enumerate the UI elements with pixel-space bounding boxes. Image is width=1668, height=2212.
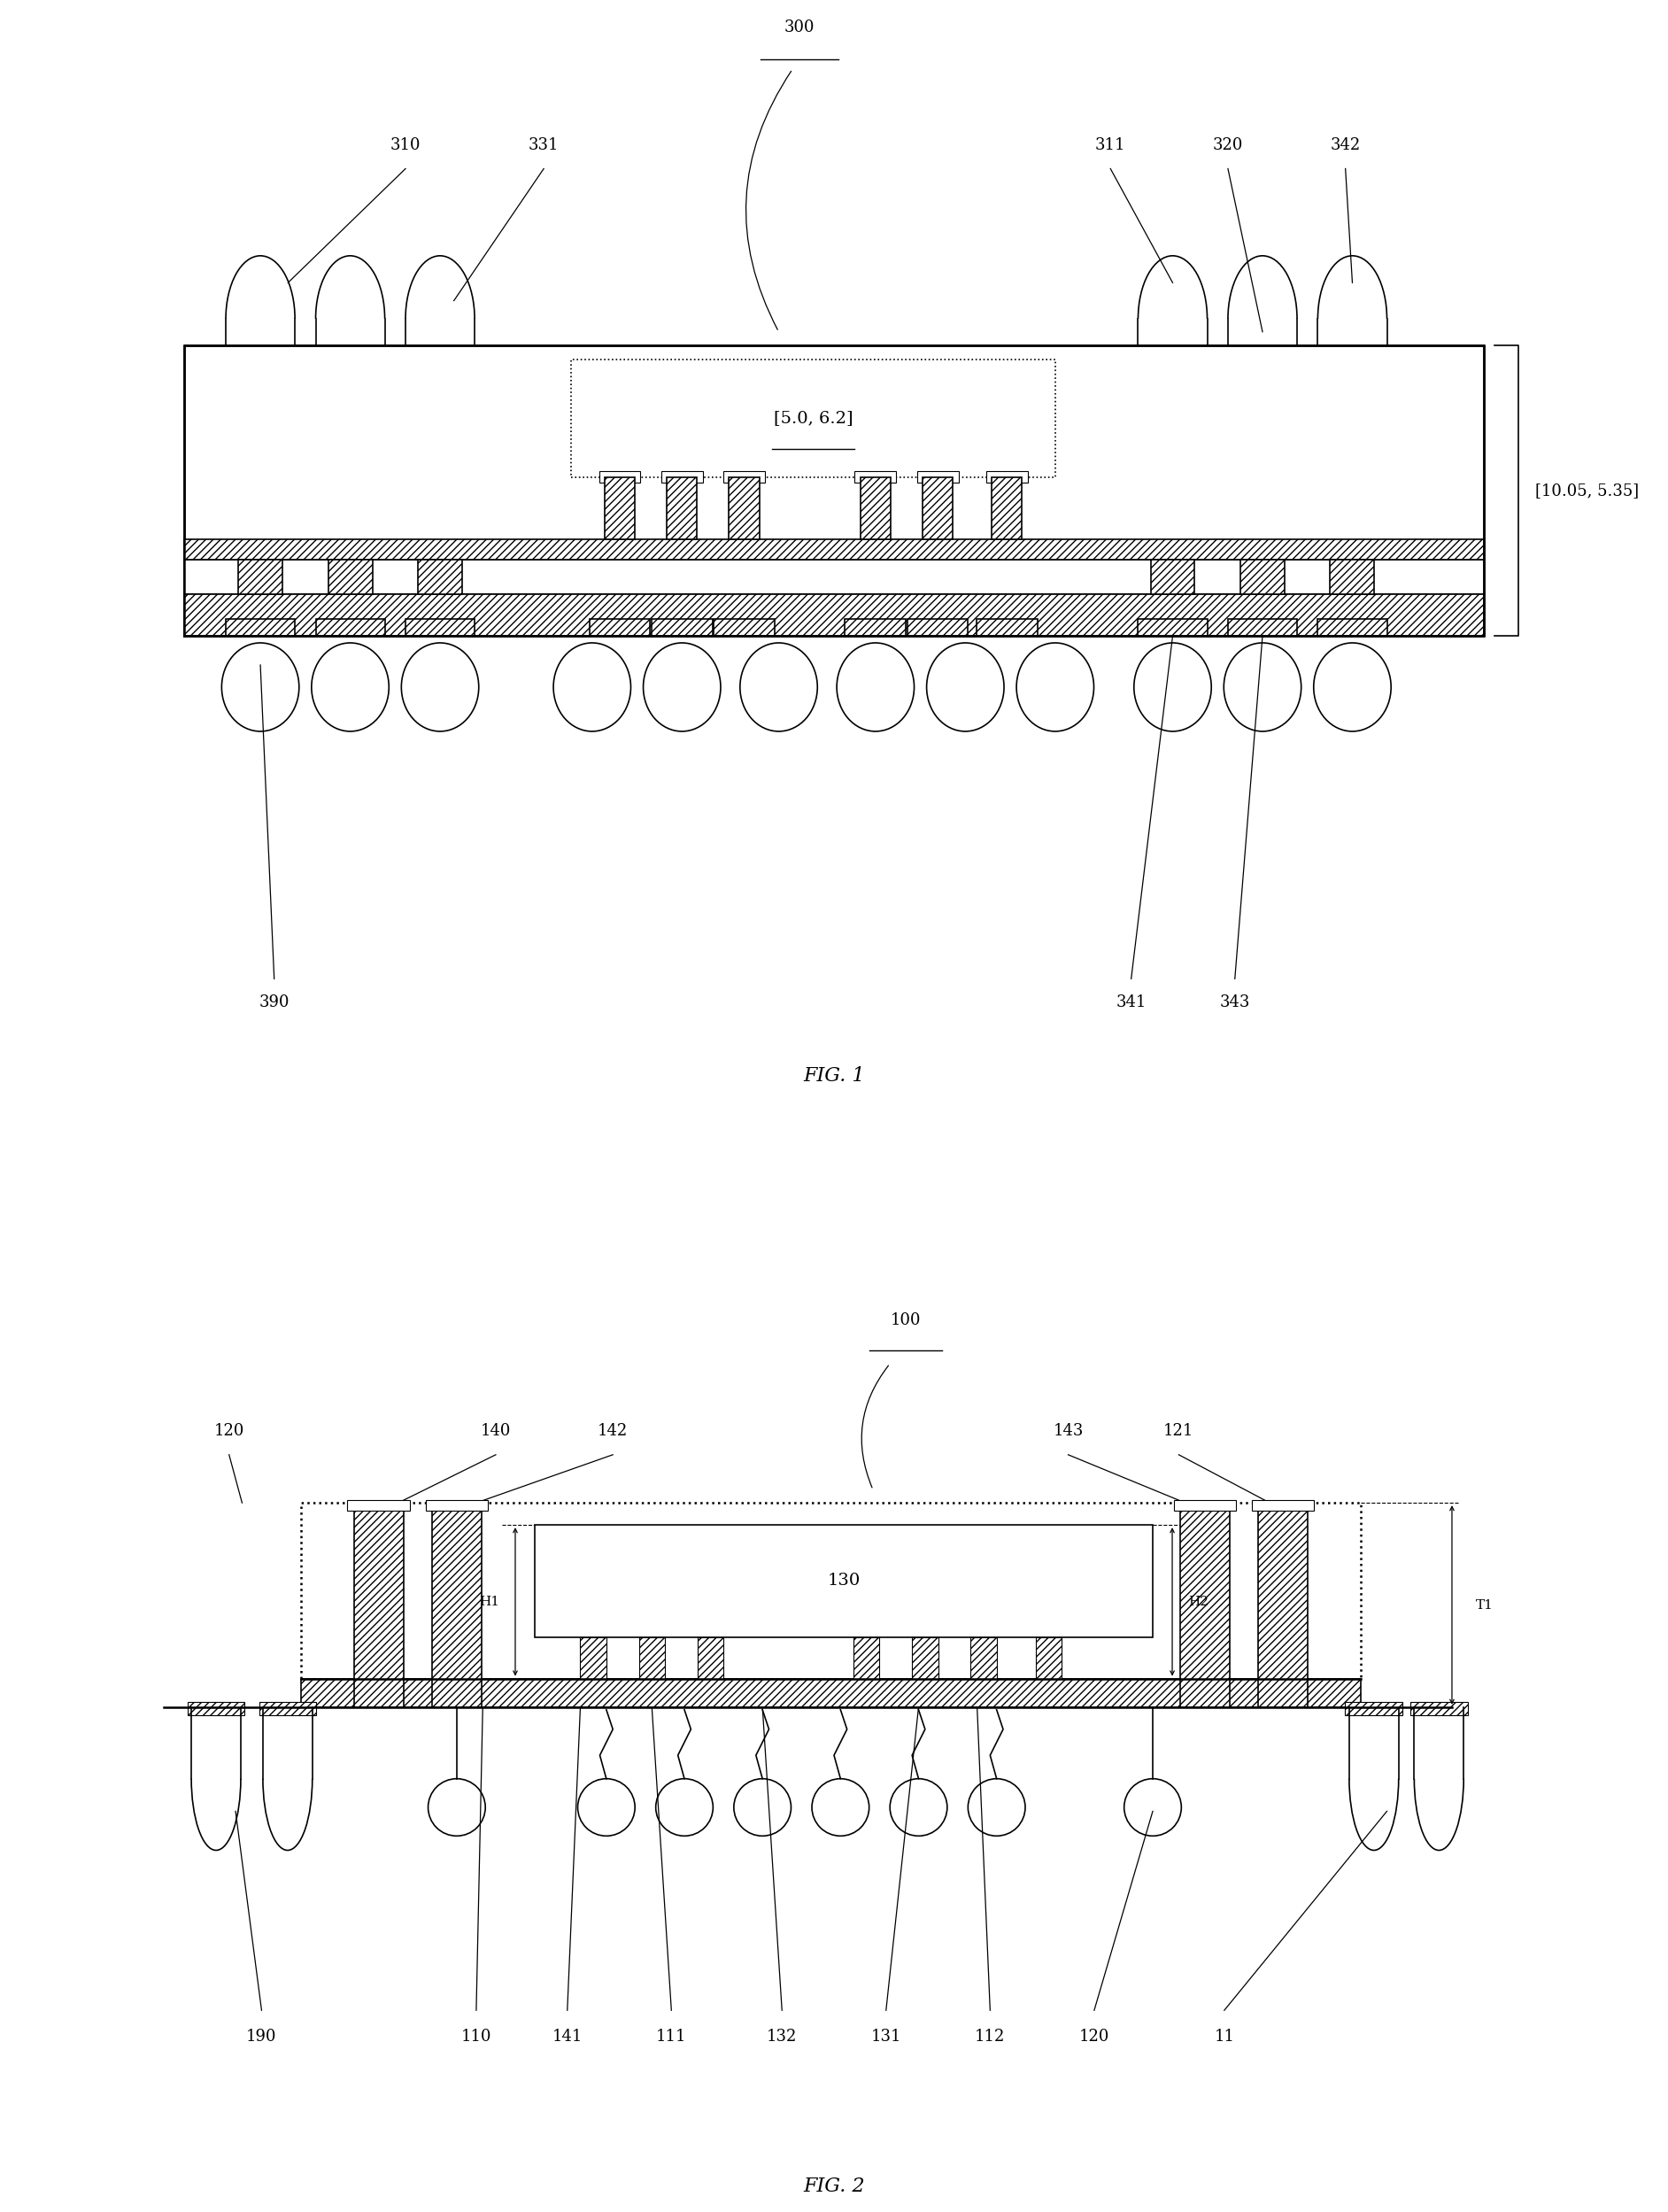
Bar bbox=[185, 345, 1483, 637]
Text: [5.0, 6.2]: [5.0, 6.2] bbox=[774, 409, 852, 427]
Text: 190: 190 bbox=[247, 2028, 277, 2044]
Bar bbox=[846, 619, 906, 637]
Text: H1: H1 bbox=[479, 1595, 500, 1608]
Bar bbox=[1346, 1701, 1403, 1714]
Bar bbox=[535, 1524, 1153, 1637]
Bar bbox=[861, 478, 891, 540]
Bar bbox=[729, 478, 759, 540]
Bar bbox=[1258, 1502, 1308, 1708]
Bar bbox=[185, 595, 1483, 637]
Bar bbox=[185, 540, 1483, 560]
Bar bbox=[1174, 1500, 1236, 1511]
Text: 331: 331 bbox=[529, 137, 559, 153]
Bar bbox=[315, 619, 385, 637]
Text: T1: T1 bbox=[1476, 1599, 1493, 1610]
Text: 132: 132 bbox=[767, 2028, 797, 2044]
Bar bbox=[639, 1637, 666, 1679]
Bar bbox=[661, 471, 702, 482]
Bar bbox=[239, 560, 282, 595]
Text: 112: 112 bbox=[974, 2028, 1006, 2044]
Text: 140: 140 bbox=[480, 1422, 510, 1440]
Bar bbox=[697, 1637, 724, 1679]
Bar bbox=[580, 1637, 607, 1679]
Bar bbox=[907, 619, 967, 637]
Text: 342: 342 bbox=[1331, 137, 1361, 153]
Bar bbox=[300, 1679, 1361, 1708]
Bar bbox=[1329, 560, 1374, 595]
Bar bbox=[1411, 1701, 1468, 1714]
Bar bbox=[405, 619, 475, 637]
Text: 110: 110 bbox=[460, 2028, 492, 2044]
Bar bbox=[1036, 1637, 1061, 1679]
Bar bbox=[432, 1502, 482, 1708]
Bar bbox=[991, 478, 1022, 540]
Text: 121: 121 bbox=[1164, 1422, 1194, 1440]
Bar bbox=[1251, 1500, 1314, 1511]
Bar bbox=[912, 1637, 937, 1679]
Bar bbox=[854, 471, 896, 482]
Bar bbox=[599, 471, 641, 482]
Bar bbox=[419, 560, 462, 595]
Text: 11: 11 bbox=[1214, 2028, 1234, 2044]
Bar bbox=[1138, 619, 1208, 637]
Bar bbox=[917, 471, 959, 482]
Text: 100: 100 bbox=[891, 1312, 921, 1329]
Text: 320: 320 bbox=[1213, 137, 1243, 153]
Text: FIG. 1: FIG. 1 bbox=[804, 1066, 864, 1086]
Text: 343: 343 bbox=[1219, 995, 1249, 1011]
Bar bbox=[604, 478, 636, 540]
Text: 143: 143 bbox=[1053, 1422, 1084, 1440]
Bar bbox=[1151, 560, 1194, 595]
Text: 311: 311 bbox=[1096, 137, 1126, 153]
Text: 130: 130 bbox=[827, 1573, 861, 1588]
Bar bbox=[347, 1500, 410, 1511]
Bar bbox=[724, 471, 766, 482]
Bar bbox=[425, 1500, 489, 1511]
Text: 142: 142 bbox=[597, 1422, 627, 1440]
Text: 141: 141 bbox=[552, 2028, 582, 2044]
Text: 341: 341 bbox=[1116, 995, 1146, 1011]
Bar bbox=[225, 619, 295, 637]
Bar bbox=[1241, 560, 1284, 595]
Bar bbox=[976, 619, 1037, 637]
Bar bbox=[572, 361, 1056, 478]
Text: [10.05, 5.35]: [10.05, 5.35] bbox=[1535, 482, 1638, 498]
Bar bbox=[329, 560, 372, 595]
Bar bbox=[922, 478, 952, 540]
Bar bbox=[652, 619, 712, 637]
Bar bbox=[667, 478, 697, 540]
Bar bbox=[1228, 619, 1298, 637]
Bar bbox=[185, 560, 1483, 595]
Bar bbox=[971, 1637, 996, 1679]
Text: 120: 120 bbox=[214, 1422, 244, 1440]
Bar bbox=[1318, 619, 1386, 637]
Bar bbox=[354, 1502, 404, 1708]
Bar bbox=[986, 471, 1027, 482]
Text: FIG. 2: FIG. 2 bbox=[804, 2177, 864, 2197]
Bar bbox=[854, 1637, 879, 1679]
Text: 111: 111 bbox=[656, 2028, 687, 2044]
Text: 300: 300 bbox=[784, 20, 814, 35]
Bar bbox=[300, 1502, 1361, 1679]
Bar bbox=[259, 1701, 317, 1714]
Text: 390: 390 bbox=[259, 995, 290, 1011]
Text: H2: H2 bbox=[1188, 1595, 1208, 1608]
Text: 120: 120 bbox=[1079, 2028, 1109, 2044]
Bar bbox=[589, 619, 651, 637]
Bar bbox=[714, 619, 774, 637]
Bar bbox=[1179, 1502, 1229, 1708]
Text: 310: 310 bbox=[390, 137, 420, 153]
Text: 131: 131 bbox=[871, 2028, 901, 2044]
Bar bbox=[187, 1701, 245, 1714]
